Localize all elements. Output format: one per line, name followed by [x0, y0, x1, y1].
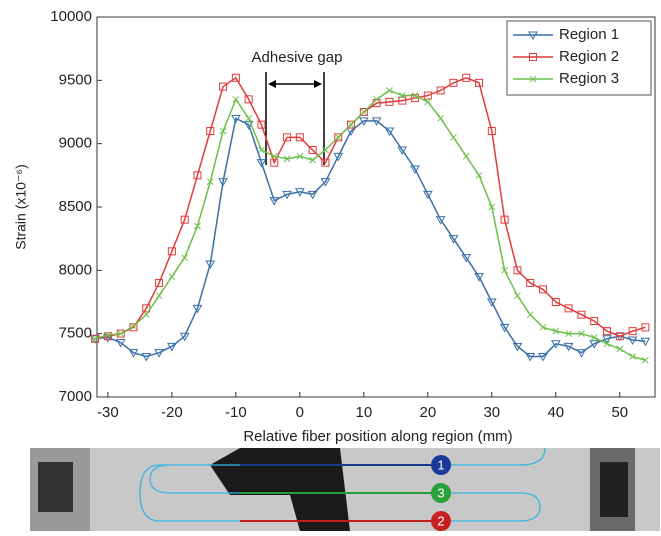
- marker: [604, 341, 610, 347]
- x-axis-label: Relative fiber position along region (mm…: [243, 428, 512, 445]
- legend-label: Region 2: [559, 48, 619, 65]
- marker: [156, 293, 162, 299]
- marker: [425, 99, 431, 105]
- marker: [233, 96, 239, 102]
- marker: [476, 172, 482, 178]
- marker: [386, 87, 392, 93]
- marker: [641, 338, 649, 345]
- photo: 1 3 2: [30, 448, 660, 531]
- x-tick-label: 50: [611, 404, 628, 421]
- y-tick-label: 9000: [59, 135, 92, 152]
- y-tick-label: 8500: [59, 198, 92, 215]
- legend-label: Region 3: [559, 70, 619, 87]
- y-tick-label: 7000: [59, 388, 92, 405]
- y-tick-label: 7500: [59, 325, 92, 342]
- marker: [169, 274, 175, 280]
- photo-label: 2: [437, 513, 444, 528]
- x-tick-label: 40: [547, 404, 564, 421]
- marker: [450, 134, 456, 140]
- legend-label: Region 1: [559, 26, 619, 43]
- x-tick-label: 20: [419, 404, 436, 421]
- marker: [463, 153, 469, 159]
- marker: [246, 115, 252, 121]
- marker: [617, 346, 623, 352]
- marker: [527, 312, 533, 318]
- series: [91, 115, 649, 360]
- x-tick-label: -10: [225, 404, 247, 421]
- annotation: Adhesive gap: [252, 49, 343, 66]
- x-tick-label: -30: [97, 404, 119, 421]
- y-tick-label: 10000: [50, 8, 92, 25]
- line: [95, 78, 645, 339]
- x-tick-label: 10: [355, 404, 372, 421]
- marker: [182, 255, 188, 261]
- marker: [514, 293, 520, 299]
- series: [92, 87, 648, 363]
- marker: [361, 109, 367, 115]
- marker: [348, 122, 354, 128]
- photo-label: 1: [437, 457, 444, 472]
- x-tick-label: -20: [161, 404, 183, 421]
- photo-label: 3: [437, 485, 444, 500]
- line: [95, 90, 645, 360]
- chart: Strain (x10⁻⁶) Relative fiber position a…: [0, 0, 661, 531]
- gap-arrow: [266, 72, 324, 165]
- marker: [143, 312, 149, 318]
- y-tick-label: 9500: [59, 71, 92, 88]
- marker: [438, 115, 444, 121]
- marker: [335, 134, 341, 140]
- series: [92, 74, 649, 342]
- y-tick-label: 8000: [59, 261, 92, 278]
- marker: [258, 147, 264, 153]
- x-tick-label: 0: [296, 404, 304, 421]
- y-axis-label: Strain (x10⁻⁶): [13, 164, 29, 250]
- x-tick-label: 30: [483, 404, 500, 421]
